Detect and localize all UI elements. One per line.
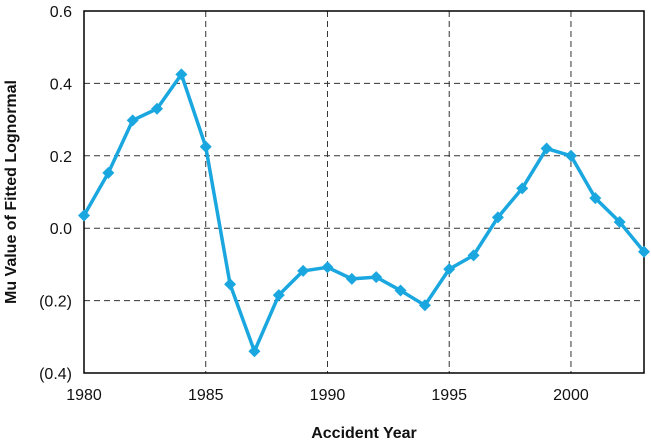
data-point-marker [126,114,139,127]
series-layer [78,68,650,358]
y-tick-label: (0.4) [39,366,72,383]
data-point-marker [345,272,358,285]
data-point-marker [297,264,310,277]
plot-frame [83,10,645,374]
y-tick-label: 0.2 [50,149,72,166]
x-tick-label: 2000 [553,387,589,404]
data-point-marker [467,249,480,262]
y-tick-label: 0.6 [50,4,72,21]
data-point-marker [370,271,383,284]
data-point-marker [589,192,602,205]
data-point-marker [224,278,237,291]
y-axis-title: Mu Value of Fitted Lognormal [3,80,20,304]
data-point-marker [248,345,261,358]
data-point-marker [78,209,90,222]
data-point-marker [491,211,504,224]
data-point-marker [613,216,626,229]
x-tick-label: 1980 [66,387,102,404]
grid-layer [84,11,644,373]
data-point-marker [516,182,529,195]
data-point-marker [175,68,188,81]
y-tick-label: 0.4 [50,76,72,93]
x-tick-label: 1985 [188,387,224,404]
data-point-marker [321,261,334,274]
data-point-marker [540,142,553,155]
tick-label-layer: 0.6 0.4 0.2 0.0 (0.2) (0.4) 1980 1985 1990 1995 20… [39,4,589,404]
data-point-marker [443,263,456,276]
series-line [82,72,646,354]
x-tick-label: 1995 [431,387,467,404]
data-point-marker [151,102,164,115]
data-point-marker [394,284,407,297]
data-point-marker [418,299,431,312]
y-tick-label: (0.2) [39,294,72,311]
data-point-marker [564,149,577,162]
x-tick-label: 1990 [310,387,346,404]
x-axis-title: Accident Year [311,425,417,441]
data-point-marker [199,140,212,153]
data-point-marker [272,289,285,302]
y-tick-label: 0.0 [50,221,72,238]
data-point-marker [638,245,650,258]
data-point-marker [102,166,115,179]
